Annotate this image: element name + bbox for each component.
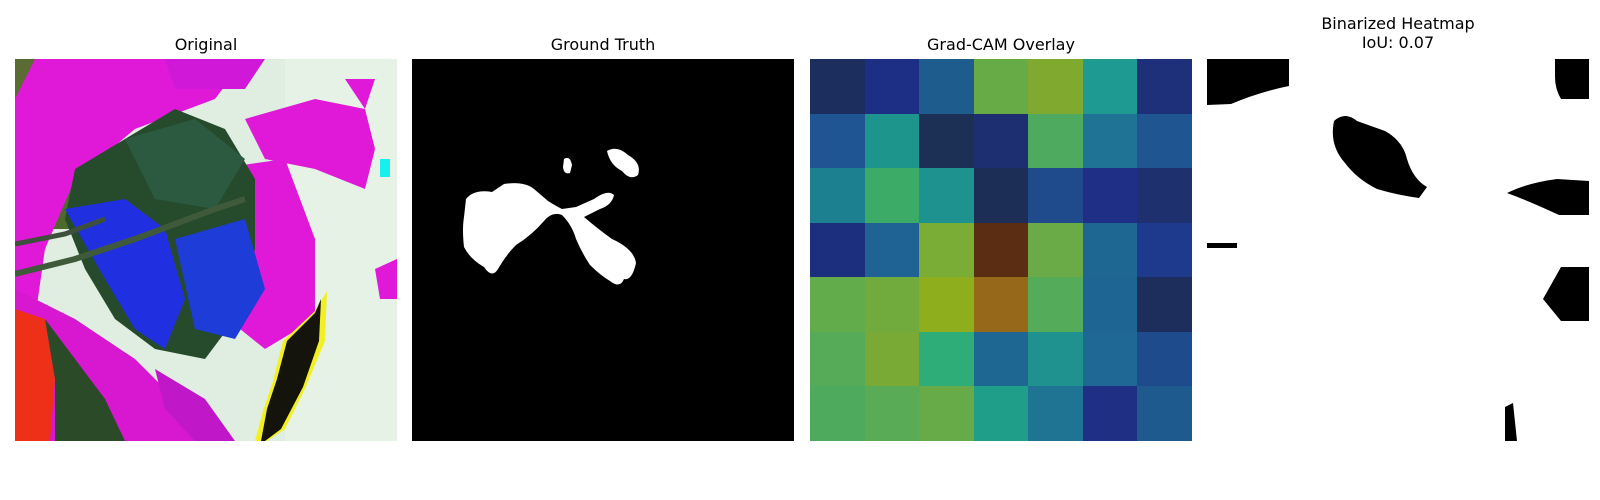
heatmap-cell-3-5 xyxy=(1082,222,1138,278)
panel-title-original: Original xyxy=(174,35,238,54)
heatmap-cell-2-6 xyxy=(1137,168,1192,223)
heatmap-cell-3-0 xyxy=(810,222,865,278)
heatmap-cell-1-3 xyxy=(973,113,1029,169)
heatmap-cell-6-0 xyxy=(810,386,865,441)
heatmap-cell-5-1 xyxy=(864,331,920,387)
heatmap-cell-1-1 xyxy=(864,113,920,169)
original-image xyxy=(15,59,397,441)
heatmap-cell-4-4 xyxy=(1028,277,1083,332)
gradcam-heatmap-grid xyxy=(810,59,1192,441)
heatmap-cell-3-6 xyxy=(1137,222,1192,278)
binarized-title: Binarized Heatmap xyxy=(1321,14,1475,33)
heatmap-cell-1-5 xyxy=(1082,113,1138,169)
panel-title-ground-truth: Ground Truth xyxy=(550,35,656,54)
heatmap-cell-6-6 xyxy=(1137,386,1192,441)
heatmap-cell-5-6 xyxy=(1137,331,1192,387)
heatmap-cell-4-6 xyxy=(1137,277,1192,332)
heatmap-cell-1-2 xyxy=(919,113,974,169)
heatmap-cell-4-5 xyxy=(1082,277,1138,332)
heatmap-cell-5-3 xyxy=(973,331,1029,387)
heatmap-cell-0-2 xyxy=(919,59,974,114)
heatmap-cell-4-2 xyxy=(919,277,974,332)
heatmap-cell-6-3 xyxy=(973,386,1029,441)
heatmap-cell-2-4 xyxy=(1028,168,1083,223)
heatmap-cell-0-6 xyxy=(1137,59,1192,114)
iou-score: IoU: 0.07 xyxy=(1361,33,1435,52)
heatmap-cell-5-5 xyxy=(1082,331,1138,387)
heatmap-cell-0-5 xyxy=(1082,59,1138,114)
heatmap-cell-0-0 xyxy=(810,59,865,114)
heatmap-cell-3-3 xyxy=(973,222,1029,278)
heatmap-cell-6-2 xyxy=(919,386,974,441)
ground-truth-mask xyxy=(412,59,794,441)
heatmap-cell-1-6 xyxy=(1137,113,1192,169)
heatmap-cell-5-4 xyxy=(1028,331,1083,387)
heatmap-cell-1-0 xyxy=(810,113,865,169)
original-image-graphic xyxy=(15,59,397,441)
binarized-heatmap xyxy=(1207,59,1589,441)
heatmap-cell-5-2 xyxy=(919,331,974,387)
heatmap-cell-3-1 xyxy=(864,222,920,278)
gradcam-overlay xyxy=(810,59,1192,441)
heatmap-cell-0-1 xyxy=(864,59,920,114)
heatmap-cell-4-0 xyxy=(810,277,865,332)
heatmap-cell-0-4 xyxy=(1028,59,1083,114)
heatmap-cell-2-0 xyxy=(810,168,865,223)
heatmap-cell-4-3 xyxy=(973,277,1029,332)
heatmap-cell-5-0 xyxy=(810,331,865,387)
panel-title-gradcam: Grad-CAM Overlay xyxy=(927,35,1075,54)
panel-title-binarized: Binarized Heatmap IoU: 0.07 xyxy=(1207,14,1589,52)
heatmap-cell-3-4 xyxy=(1028,222,1083,278)
heatmap-cell-6-1 xyxy=(864,386,920,441)
heatmap-cell-6-5 xyxy=(1082,386,1138,441)
heatmap-cell-2-2 xyxy=(919,168,974,223)
heatmap-cell-2-5 xyxy=(1082,168,1138,223)
heatmap-cell-0-3 xyxy=(973,59,1029,114)
heatmap-cell-4-1 xyxy=(864,277,920,332)
heatmap-cell-2-1 xyxy=(864,168,920,223)
binarized-heatmap-graphic xyxy=(1207,59,1589,441)
ground-truth-mask-graphic xyxy=(463,148,639,285)
heatmap-cell-2-3 xyxy=(973,168,1029,223)
heatmap-cell-1-4 xyxy=(1028,113,1083,169)
heatmap-cell-6-4 xyxy=(1028,386,1083,441)
heatmap-cell-3-2 xyxy=(919,222,974,278)
